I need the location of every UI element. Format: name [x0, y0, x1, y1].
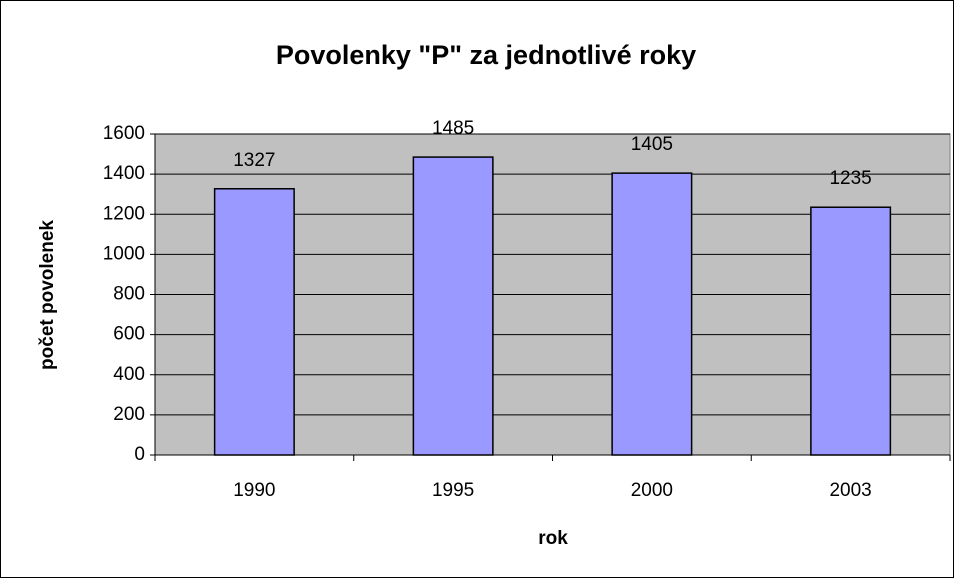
bar	[810, 206, 892, 456]
y-tick-label: 1000	[103, 243, 145, 264]
data-label: 1235	[829, 168, 871, 189]
chart-title: Povolenky "P" za jednotlivé roky	[276, 40, 696, 70]
y-tick-label: 1400	[103, 163, 145, 184]
y-tick-label: 800	[113, 284, 145, 305]
x-tick-label: 2000	[631, 480, 673, 501]
y-tick-label: 200	[113, 404, 145, 425]
x-tick-label: 1990	[233, 480, 275, 501]
x-axis-title: rok	[538, 528, 568, 549]
bar	[611, 172, 693, 456]
y-tick-label: 1600	[103, 123, 145, 144]
data-label: 1405	[631, 134, 673, 155]
data-label: 1327	[233, 150, 275, 171]
y-tick-label: 0	[134, 444, 145, 465]
bar	[213, 188, 295, 456]
data-label: 1485	[432, 118, 474, 139]
y-tick-label: 1200	[103, 203, 145, 224]
x-tick-label: 1995	[432, 480, 474, 501]
bar	[412, 156, 494, 456]
y-tick-label: 400	[113, 364, 145, 385]
y-axis-title: počet povolenek	[37, 220, 58, 370]
x-tick-label: 2003	[829, 480, 871, 501]
y-tick-label: 600	[113, 324, 145, 345]
